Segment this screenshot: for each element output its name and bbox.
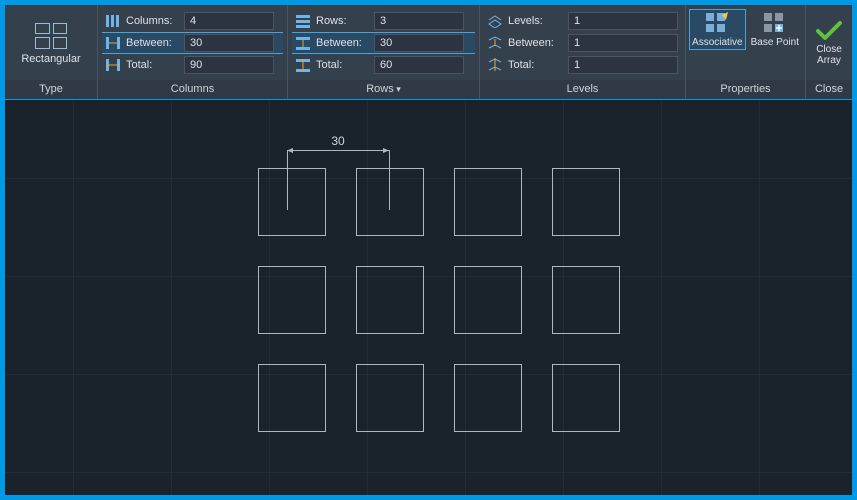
panel-properties: Associative Base Point Properties	[686, 5, 806, 99]
dimension-value: 30	[331, 134, 344, 148]
basepoint-button[interactable]: Base Point	[748, 9, 802, 50]
columns-count-label: Columns:	[126, 15, 180, 27]
rows-icon	[294, 13, 312, 29]
columns-icon	[104, 13, 122, 29]
array-item[interactable]	[454, 364, 522, 432]
associative-label: Associative	[692, 37, 743, 48]
levels-between-input[interactable]	[568, 34, 678, 52]
panel-close-label: Close	[806, 80, 852, 99]
panel-type-label: Type	[5, 80, 97, 99]
panel-properties-label: Properties	[686, 80, 805, 99]
columns-between-label: Between:	[126, 37, 180, 49]
array-item[interactable]	[258, 168, 326, 236]
ribbon: Rectangular Type Columns: Between:	[5, 5, 852, 100]
rows-count-row: Rows:	[292, 10, 475, 32]
array-item[interactable]	[454, 168, 522, 236]
rows-total-label: Total:	[316, 59, 370, 71]
columns-between-icon	[104, 35, 122, 51]
array-item[interactable]	[356, 364, 424, 432]
type-button-label: Rectangular	[21, 53, 80, 65]
columns-total-icon	[104, 57, 122, 73]
levels-total-row: Total:	[484, 54, 681, 76]
array-item[interactable]	[552, 364, 620, 432]
type-button[interactable]: Rectangular	[5, 5, 97, 80]
columns-between-input[interactable]	[184, 34, 274, 52]
array-item[interactable]	[356, 168, 424, 236]
panel-columns-label: Columns	[98, 80, 287, 99]
columns-between-row: Between:	[102, 32, 283, 54]
panel-close: CloseArray Close	[806, 5, 852, 99]
levels-count-label: Levels:	[508, 15, 564, 27]
close-array-label: CloseArray	[816, 44, 842, 66]
columns-total-row: Total:	[102, 54, 283, 76]
rows-between-row: Between:	[292, 32, 475, 54]
levels-icon	[486, 13, 504, 29]
rows-between-label: Between:	[316, 37, 370, 49]
associative-button[interactable]: Associative	[689, 9, 746, 50]
levels-between-label: Between:	[508, 37, 564, 49]
close-array-button[interactable]: CloseArray	[806, 5, 852, 80]
array-item[interactable]	[258, 266, 326, 334]
basepoint-label: Base Point	[751, 37, 799, 48]
dimension-annotation: 30	[287, 134, 389, 151]
rows-count-label: Rows:	[316, 15, 370, 27]
panel-columns: Columns: Between: Total:	[98, 5, 288, 99]
columns-count-input[interactable]	[184, 12, 274, 30]
array-item[interactable]	[454, 266, 522, 334]
basepoint-icon	[762, 11, 788, 35]
columns-count-row: Columns:	[102, 10, 283, 32]
levels-total-input[interactable]	[568, 56, 678, 74]
rows-count-input[interactable]	[374, 12, 464, 30]
rectangular-array-icon	[35, 23, 67, 49]
drawing-canvas[interactable]: 30	[5, 100, 852, 495]
dimension-line	[287, 150, 389, 151]
rows-between-icon	[294, 35, 312, 51]
rows-between-input[interactable]	[374, 34, 464, 52]
array-item[interactable]	[552, 168, 620, 236]
array-preview	[258, 168, 620, 432]
array-item[interactable]	[258, 364, 326, 432]
panel-rows-label[interactable]: Rows	[288, 80, 479, 99]
panel-levels: Levels: Between: Total:	[480, 5, 686, 99]
associative-icon	[704, 11, 730, 35]
check-icon	[815, 20, 843, 42]
columns-total-label: Total:	[126, 59, 180, 71]
levels-between-row: Between:	[484, 32, 681, 54]
rows-total-input[interactable]	[374, 56, 464, 74]
panel-rows: Rows: Between: Total:	[288, 5, 480, 99]
panel-type: Rectangular Type	[5, 5, 98, 99]
levels-total-label: Total:	[508, 59, 564, 71]
levels-count-row: Levels:	[484, 10, 681, 32]
array-item[interactable]	[552, 266, 620, 334]
levels-total-icon	[486, 57, 504, 73]
panel-levels-label: Levels	[480, 80, 685, 99]
levels-between-icon	[486, 35, 504, 51]
levels-count-input[interactable]	[568, 12, 678, 30]
columns-total-input[interactable]	[184, 56, 274, 74]
rows-total-row: Total:	[292, 54, 475, 76]
rows-total-icon	[294, 57, 312, 73]
array-item[interactable]	[356, 266, 424, 334]
